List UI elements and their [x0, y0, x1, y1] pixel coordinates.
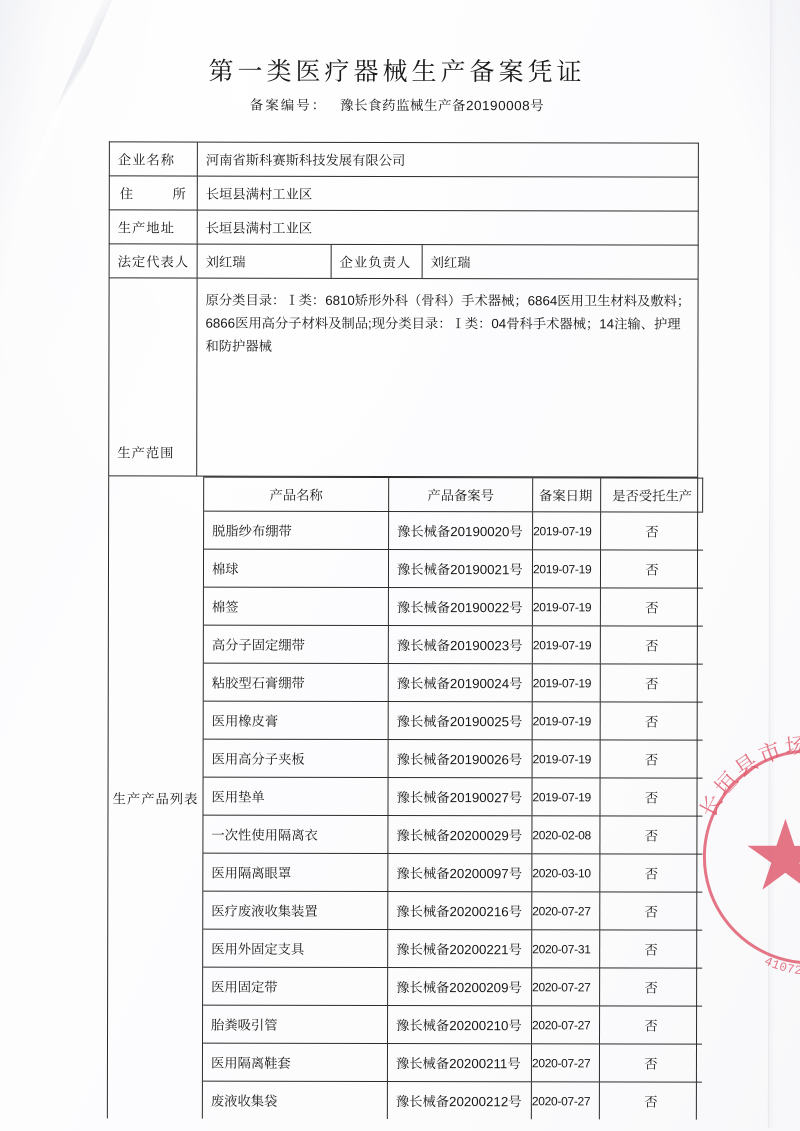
svg-text:长垣县市场监督管理局: 长垣县市场监督管理局 — [692, 728, 800, 823]
